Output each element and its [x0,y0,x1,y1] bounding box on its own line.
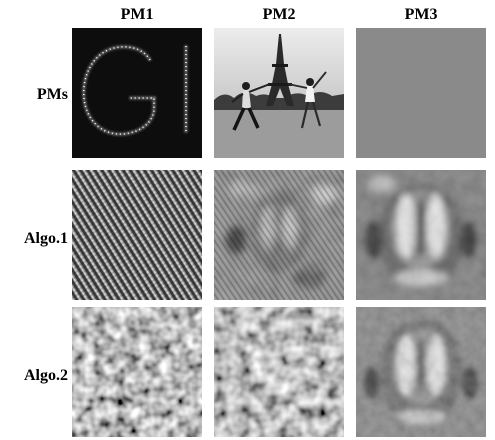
panel-algo1-pm2 [214,170,344,300]
panel-algo2-pm2 [214,307,344,437]
panel-pms-pm2 [214,28,344,158]
row-label-pms: PMs [36,86,68,103]
panel-pms-pm1 [72,28,202,158]
panel-algo2-pm1 [72,307,202,437]
column-label-pm1: PM1 [120,6,154,23]
panel-algo2-pm3 [356,307,486,437]
row-label-algo2: Algo.2 [24,367,68,384]
column-label-pm3: PM3 [404,6,438,23]
column-label-pm2: PM2 [262,6,296,23]
panel-algo1-pm1 [72,170,202,300]
panel-algo1-pm3 [356,170,486,300]
row-label-algo1: Algo.1 [24,230,68,247]
panel-pms-pm3 [356,28,486,158]
